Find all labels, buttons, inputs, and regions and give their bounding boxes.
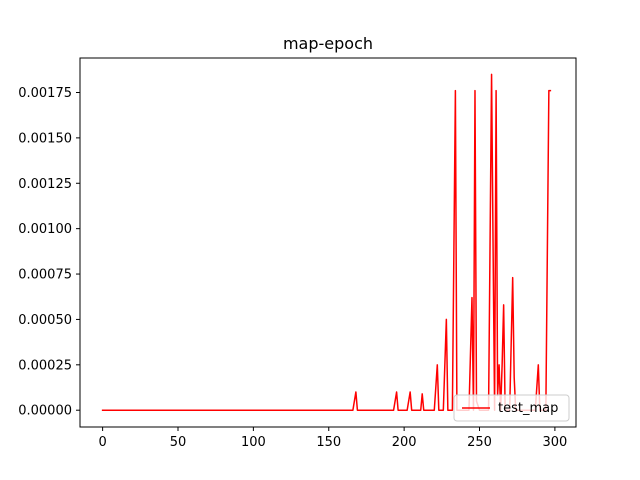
y-tick-label: 0.00125	[18, 177, 72, 192]
x-axis: 0 50 100 150 200 250 300	[98, 427, 567, 450]
chart-title: map-epoch	[283, 34, 373, 53]
y-tick-label: 0.00175	[18, 86, 72, 101]
y-tick-label: 0.00150	[18, 131, 72, 146]
plot-frame	[79, 57, 577, 428]
x-tick-label: 300	[542, 435, 567, 450]
x-tick-label: 50	[170, 435, 187, 450]
x-tick-label: 100	[241, 435, 266, 450]
x-tick-label: 250	[467, 435, 492, 450]
legend: test_map	[453, 394, 570, 422]
y-axis: 0.00000 0.00025 0.00050 0.00075 0.00100 0.001…	[18, 86, 80, 419]
legend-box	[453, 394, 570, 422]
x-tick-label: 0	[98, 435, 106, 450]
legend-label-test_map: test_map	[498, 401, 558, 416]
y-tick-label: 0.00075	[18, 268, 72, 283]
x-tick-label: 200	[392, 435, 417, 450]
y-tick-label: 0.00050	[18, 313, 72, 328]
y-tick-label: 0.00100	[18, 222, 72, 237]
y-tick-label: 0.00000	[18, 404, 72, 419]
x-tick-label: 150	[316, 435, 341, 450]
y-tick-label: 0.00025	[18, 358, 72, 373]
